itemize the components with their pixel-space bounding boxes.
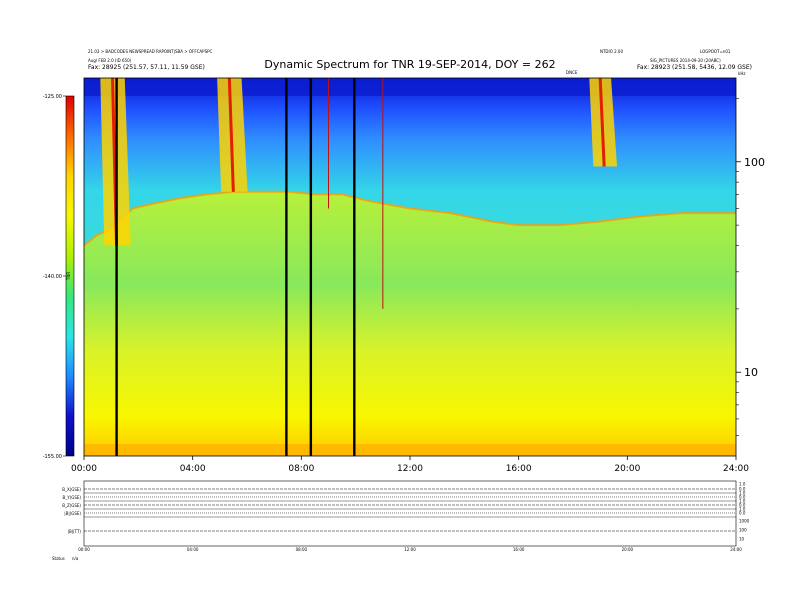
colorbar-tick-label: -125.00 — [43, 94, 62, 100]
panel-right-value: 0.0 — [739, 495, 746, 500]
header-info-right-2: SIG_PICTURES 2014-09-20 (20ABC) — [650, 58, 721, 63]
panel-x-tick-label: 08:00 — [296, 547, 308, 552]
y-tick-label: 100 — [744, 156, 765, 169]
panel-x-tick-label: 20:00 — [622, 547, 634, 552]
header-info-right-1: LOGPOOT=n01 — [700, 49, 731, 54]
radio-burst-core-2 — [227, 77, 235, 192]
panel-x-tick-label: 16:00 — [513, 547, 525, 552]
panel-right-value: 100 — [739, 528, 747, 533]
header-info-mid: NTDIO 2.00 — [600, 49, 624, 54]
panel-right-value: 1.0 — [739, 482, 746, 487]
header-info-left-2: Aug/ FEB 2.0 (ID 650) — [88, 58, 132, 63]
y-tick-label: 10 — [744, 366, 758, 379]
bottom-panels-frame — [83, 480, 737, 547]
colorbar-label: TNR — [66, 272, 71, 281]
upper-band — [84, 78, 736, 96]
x-tick-label: 12:00 — [397, 464, 423, 474]
panel-x-tick-label: 04:00 — [187, 547, 199, 552]
axes: 00:00 04:00 08:00 12:00 16:00 20:00 24:00 100 10 — [71, 98, 765, 474]
panel-label: B_Y(GSE) — [63, 495, 82, 500]
panel-right-value: 0.0 — [739, 511, 746, 516]
x-tick-label: 20:00 — [614, 464, 640, 474]
panel-label: |B|(TT) — [68, 529, 82, 534]
header-info-left-3: Fax: 28925 (251.57, 57.11, 11.59 GSE) — [88, 64, 205, 71]
noise-floor-region — [84, 191, 736, 456]
panel-x-tick-label: 12:00 — [404, 547, 416, 552]
panel-x-tick-label: 24:00 — [730, 547, 742, 552]
panel-right-value: 1000 — [739, 519, 750, 524]
header-info-left-1: 21.03 > BADCODES NEWSPREAD RAPOINT|SBA >… — [88, 49, 213, 54]
bottom-panels: B_X(GSE) B_Y(GSE) B_Z(GSE) |B|(GSE) |B|(TT) 1… — [52, 480, 750, 561]
panel-right-value: 1.0 — [739, 499, 746, 504]
panel-label: B_X(GSE) — [62, 487, 81, 492]
x-tick-label: 04:00 — [180, 464, 206, 474]
panel-right-value: 10 — [739, 537, 745, 542]
x-tick-label: 00:00 — [71, 464, 97, 474]
colorbar: -125.00 -140.00 -155.00 TNR — [43, 94, 75, 460]
panel-right-value: 1.0 — [739, 507, 746, 512]
panel-right-value: 0.0 — [739, 487, 746, 492]
x-tick-label: 08:00 — [288, 464, 314, 474]
x-tick-label: 16:00 — [506, 464, 532, 474]
radio-burst-core-3 — [598, 77, 606, 167]
data-gap-3 — [309, 78, 313, 456]
small-right-label: DNCE — [566, 70, 578, 75]
panel-right-value: 1.0 — [739, 491, 746, 496]
panel-label: B_Z(GSE) — [62, 503, 81, 508]
x-tick-label: 24:00 — [723, 464, 749, 474]
spectrogram-plot — [83, 77, 737, 457]
data-gap-1 — [115, 78, 118, 456]
data-gap-4 — [353, 78, 356, 456]
corner-unit-label: kHz — [738, 71, 746, 76]
panel-x-tick-label: 00:00 — [78, 547, 90, 552]
colorbar-tick-label: -155.00 — [43, 454, 62, 460]
low-frequency-floor — [84, 444, 736, 456]
chart-title: Dynamic Spectrum for TNR 19-SEP-2014, DO… — [264, 58, 556, 71]
data-gap-2 — [285, 78, 288, 456]
status-value: n/a — [72, 556, 79, 561]
status-label: Status — [52, 556, 65, 561]
colorbar-tick-label: -140.00 — [43, 274, 62, 280]
panel-right-value: 0.0 — [739, 503, 746, 508]
panel-label: |B|(GSE) — [64, 511, 81, 516]
header-info-right-3: Fax: 28923 (251.58, 5436, 12.09 GSE) — [637, 64, 752, 71]
